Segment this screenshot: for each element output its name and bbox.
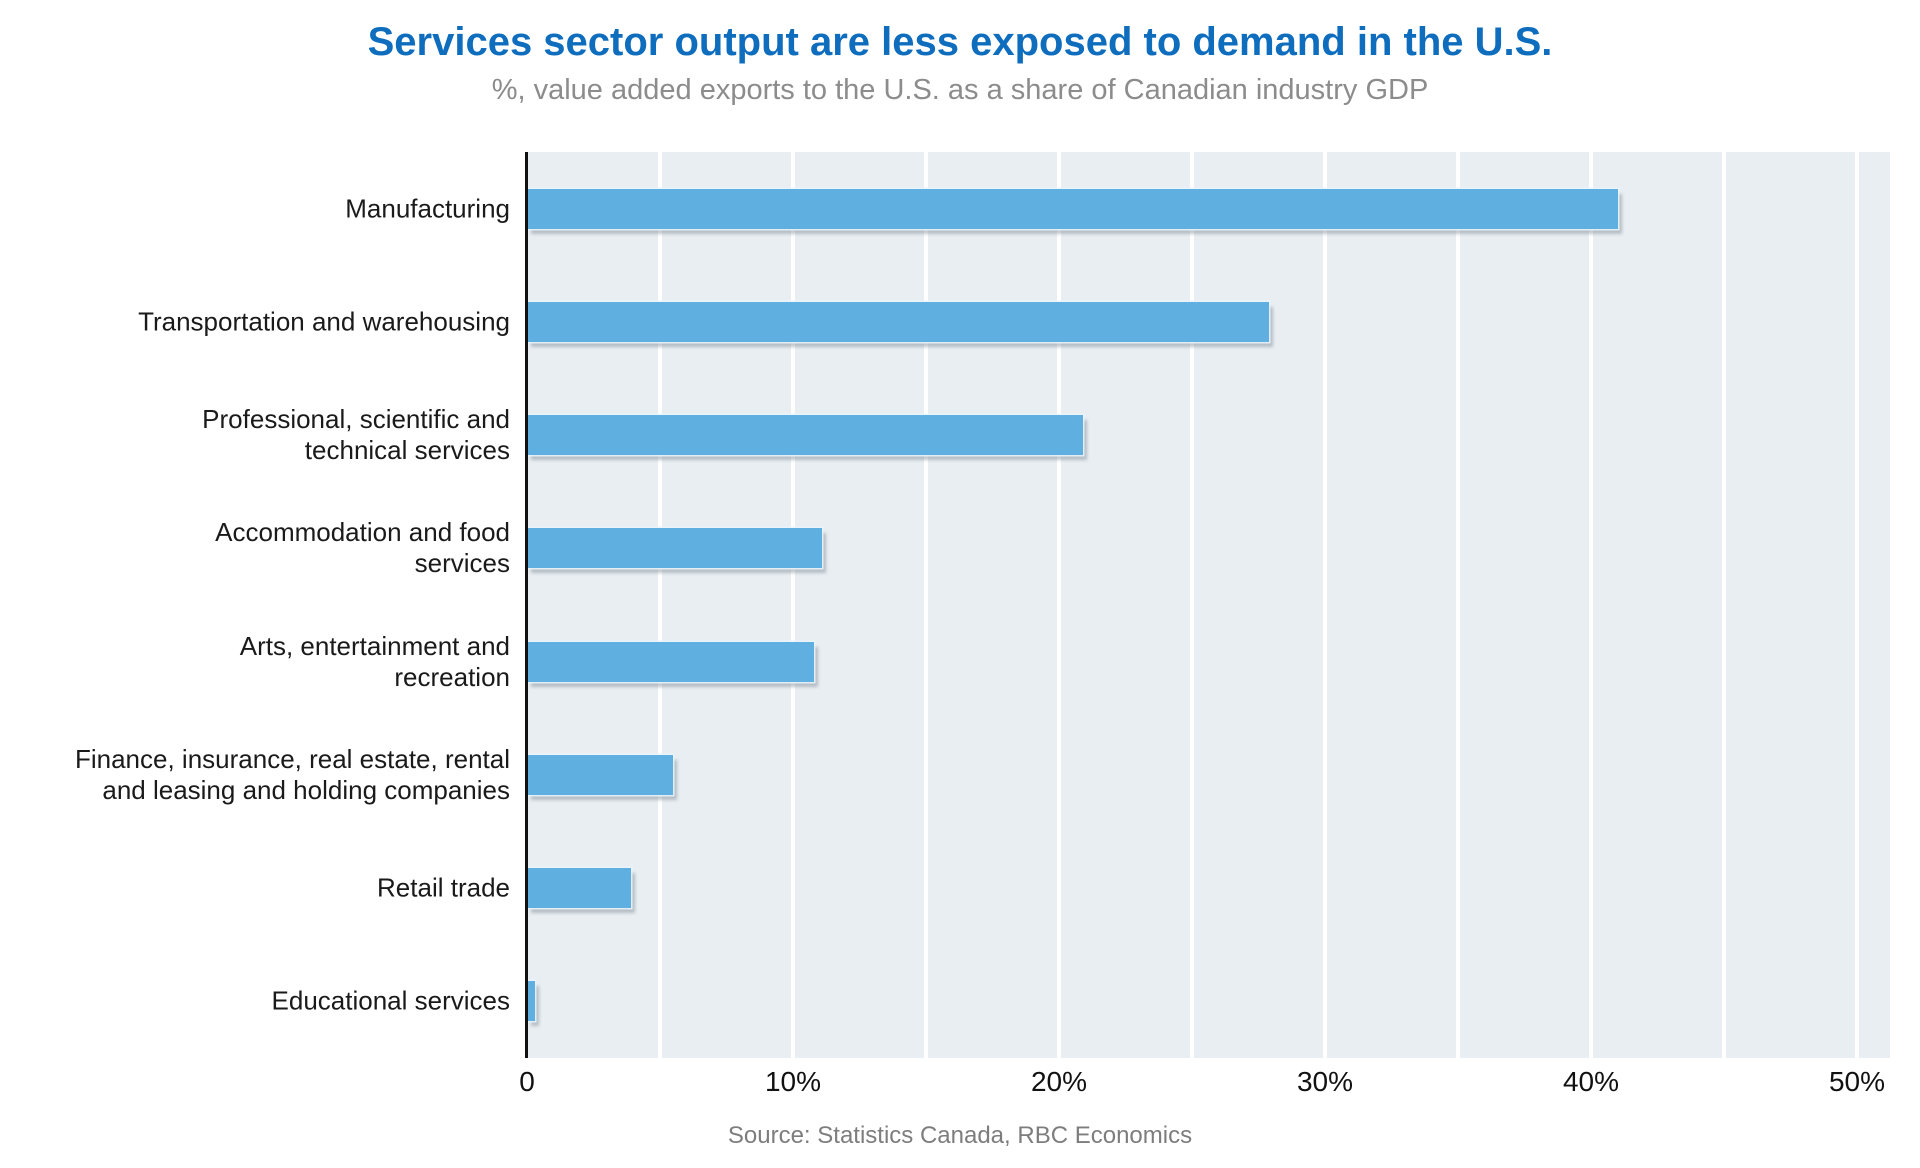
category-label: Arts, entertainment and recreation [239,630,510,692]
bar-4 [527,528,823,569]
gridline [1855,152,1859,1058]
source-note: Source: Statistics Canada, RBC Economics [727,1122,1193,1149]
bar-8 [527,981,535,1022]
gridline [924,152,928,1058]
plot-background [527,152,1890,1058]
gridline [1190,152,1194,1058]
gridline [791,152,795,1058]
gridline [1456,152,1460,1058]
category-label: Manufacturing [345,193,510,224]
gridline [1323,152,1327,1058]
x-tick-label: 40% [1562,1066,1620,1097]
category-label: Finance, insurance, real estate, rental … [74,743,510,805]
x-tick-label: 30% [1296,1066,1354,1097]
chart-subtitle: %, value added exports to the U.S. as a … [491,74,1429,106]
bar-7 [527,868,631,909]
bar-1 [527,188,1618,229]
category-label: Transportation and warehousing [138,306,510,337]
gridline [658,152,662,1058]
x-tick-label: 20% [1030,1066,1088,1097]
bar-5 [527,641,815,682]
category-label: Retail trade [377,872,510,903]
category-axis-labels: Manufacturing Transportation and warehous… [40,0,510,1168]
bar-2 [527,301,1270,342]
gridline [1589,152,1593,1058]
bar-6 [527,754,674,795]
gridline [1722,152,1726,1058]
y-axis-line [525,152,528,1058]
category-label: Professional, scientific and technical s… [202,404,510,466]
gridline [1057,152,1061,1058]
x-tick-label: 10% [764,1066,822,1097]
bar-3 [527,415,1083,456]
x-tick-label: 50% [1828,1066,1886,1097]
category-label: Educational services [271,985,510,1016]
plot-area [527,152,1890,1058]
chart-title: Services sector output are less exposed … [367,20,1553,64]
category-label: Accommodation and food services [215,517,510,579]
x-tick-label: 0 [519,1066,535,1097]
